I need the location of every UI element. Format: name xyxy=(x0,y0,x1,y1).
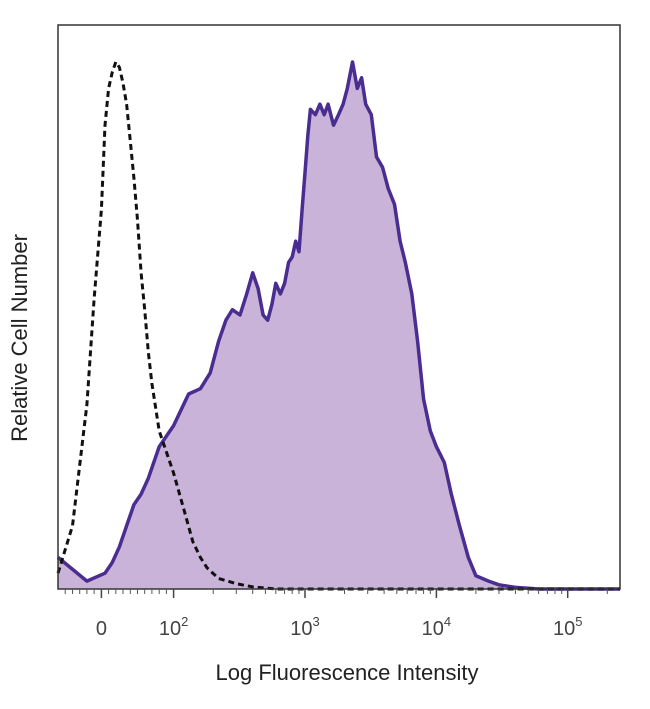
series-1-line xyxy=(56,60,620,591)
x-axis-title: Log Fluorescence Intensity xyxy=(216,660,479,685)
y-axis-title: Relative Cell Number xyxy=(7,234,32,442)
x-tick-label-base: 10 xyxy=(422,618,444,640)
x-tick-label: 104 xyxy=(422,614,451,640)
plot-frame xyxy=(57,24,621,590)
x-tick-label: 0 xyxy=(96,618,107,640)
x-tick-label-exponent: 3 xyxy=(313,614,320,629)
x-tick-layer: 0 102 103 104 105 xyxy=(64,589,608,640)
x-tick-label-base: 0 xyxy=(96,618,107,640)
series-0-area xyxy=(58,62,620,589)
series-layer xyxy=(56,60,620,591)
x-tick-label-base: 10 xyxy=(553,618,575,640)
x-tick-label-exponent: 2 xyxy=(181,614,188,629)
x-tick-label-exponent: 5 xyxy=(575,614,582,629)
x-tick-label: 102 xyxy=(159,614,188,640)
x-tick-label: 103 xyxy=(290,614,319,640)
x-tick-label-base: 10 xyxy=(159,618,181,640)
x-tick-label: 105 xyxy=(553,614,582,640)
x-tick-label-base: 10 xyxy=(290,618,312,640)
x-tick-label-exponent: 4 xyxy=(444,614,451,629)
series-0-line xyxy=(56,60,620,591)
